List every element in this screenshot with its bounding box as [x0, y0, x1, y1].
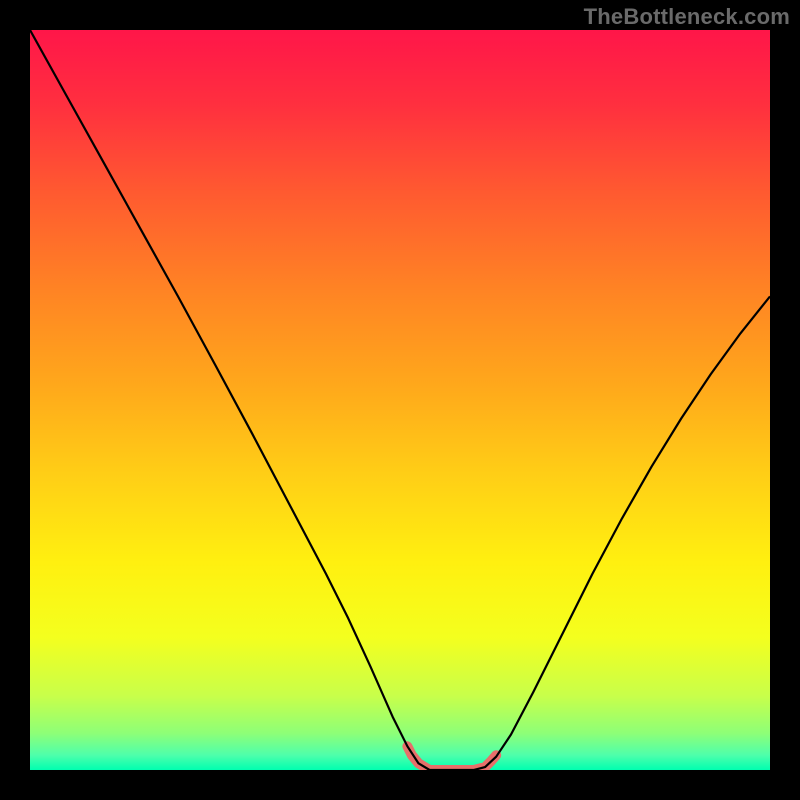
watermark-text: TheBottleneck.com [584, 4, 790, 30]
plot-area [30, 30, 770, 770]
chart-container: TheBottleneck.com [0, 0, 800, 800]
gradient-background [30, 30, 770, 770]
